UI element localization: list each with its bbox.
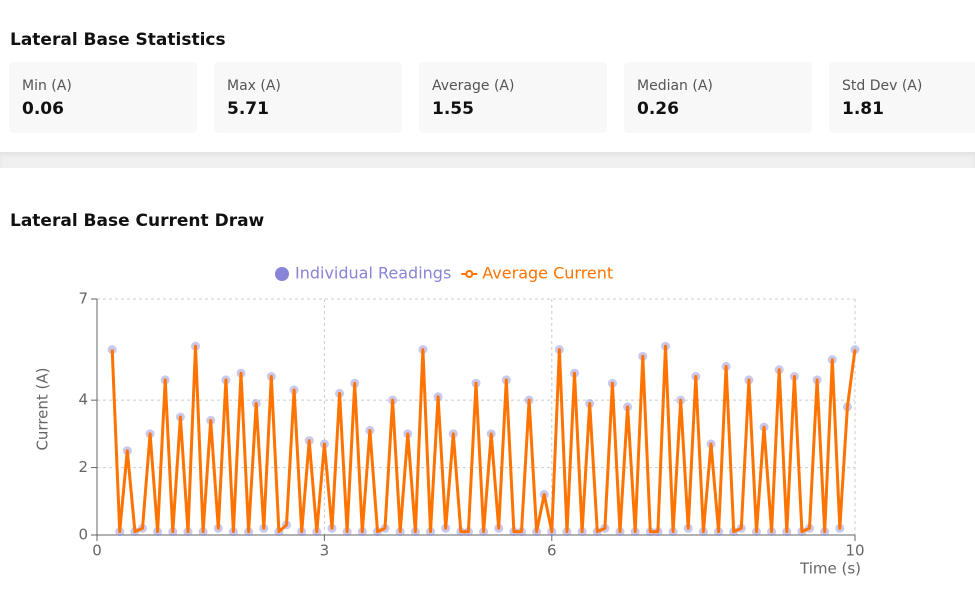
stat-card: Max (A) 5.71 <box>214 62 402 133</box>
stat-label: Std Dev (A) <box>842 78 923 94</box>
stat-value: 0.26 <box>637 99 679 119</box>
divider <box>0 152 975 168</box>
y-axis-label: Current (A) <box>34 367 52 450</box>
data-point <box>850 345 860 355</box>
stat-label: Average (A) <box>432 78 515 94</box>
stat-card: Median (A) 0.26 <box>624 62 812 133</box>
legend-label: Average Current <box>482 264 613 283</box>
stat-value: 1.55 <box>432 99 474 119</box>
legend-icon <box>465 270 474 278</box>
x-tick-label: 10 <box>845 542 864 560</box>
stat-card: Min (A) 0.06 <box>9 62 197 133</box>
stat-label: Median (A) <box>637 78 713 94</box>
stat-label: Max (A) <box>227 78 281 94</box>
stats-section: Lateral Base Statistics Min (A) 0.06 Max (… <box>0 0 975 152</box>
y-tick-label: 4 <box>78 391 88 409</box>
stat-card: Std Dev (A) 1.81 <box>829 62 975 133</box>
x-tick-label: 6 <box>547 542 557 560</box>
legend-icon <box>275 267 289 281</box>
y-tick-label: 2 <box>78 458 88 476</box>
x-tick-label: 0 <box>92 542 102 560</box>
line <box>110 344 857 534</box>
x-tick-label: 3 <box>320 542 330 560</box>
stat-value: 0.06 <box>22 99 64 119</box>
stat-label: Min (A) <box>22 78 72 94</box>
section-title: Lateral Base Statistics <box>10 30 226 50</box>
y-tick-label: 7 <box>78 290 88 308</box>
stat-value: 1.81 <box>842 99 884 119</box>
legend-label: Individual Readings <box>295 264 451 283</box>
y-tick-label: 0 <box>78 526 88 544</box>
stat-value: 5.71 <box>227 99 269 119</box>
section-title: Lateral Base Current Draw <box>10 211 265 231</box>
stat-card: Average (A) 1.55 <box>419 62 607 133</box>
x-axis-label: Time (s) <box>799 560 861 578</box>
data-point <box>107 345 117 355</box>
